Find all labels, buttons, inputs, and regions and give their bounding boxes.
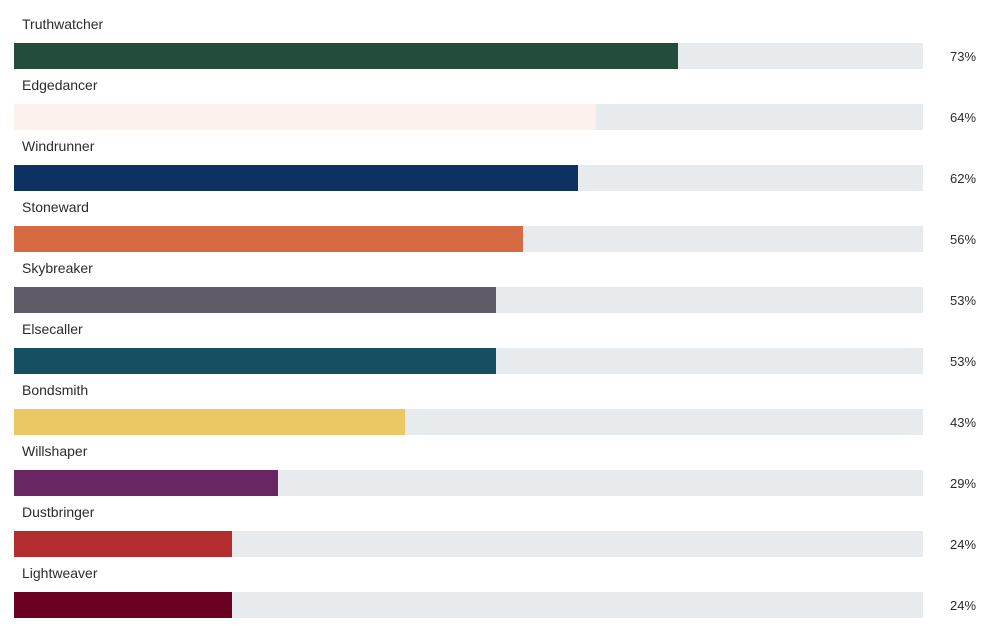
bar-fill [14,531,233,557]
bar-row: Truthwatcher 73% [0,9,1000,70]
bar-track [14,43,923,69]
bar-fill [14,348,496,374]
bar-fill [14,165,578,191]
bar-track [14,531,923,557]
bar-fill [14,104,596,130]
bar-value-label: 64% [950,110,977,125]
bar-row: Dustbringer 24% [0,497,1000,558]
bar-track [14,165,923,191]
bar-row: Edgedancer 64% [0,70,1000,131]
bar-label: Edgedancer [22,77,98,93]
bar-value-label: 53% [950,354,977,369]
bar-fill [14,470,278,496]
bar-label: Truthwatcher [22,16,104,32]
bar-row: Stoneward 56% [0,192,1000,253]
bar-fill [14,592,233,618]
bar-value-label: 56% [950,232,977,247]
bar-value-label: 29% [950,476,977,491]
bar-fill [14,43,678,69]
bar-row: Windrunner 62% [0,131,1000,192]
bar-track [14,409,923,435]
bar-label: Bondsmith [22,382,89,398]
bar-label: Dustbringer [22,504,95,520]
bar-value-label: 62% [950,171,977,186]
bar-track [14,348,923,374]
bar-row: Bondsmith 43% [0,375,1000,436]
bar-fill [14,409,405,435]
bar-row: Lightweaver 24% [0,558,1000,619]
bar-fill [14,226,524,252]
bar-track [14,104,923,130]
bar-label: Lightweaver [22,565,98,581]
bar-value-label: 24% [950,537,977,552]
bar-track [14,470,923,496]
bar-value-label: 53% [950,293,977,308]
bar-track [14,226,923,252]
bar-label: Windrunner [22,138,95,154]
bar-track [14,287,923,313]
bar-row: Skybreaker 53% [0,253,1000,314]
bar-row: Willshaper 29% [0,436,1000,497]
bar-value-label: 24% [950,598,977,613]
bar-track [14,592,923,618]
bar-fill [14,287,496,313]
bar-label: Elsecaller [22,321,83,337]
bar-label: Stoneward [22,199,89,215]
bar-label: Skybreaker [22,260,93,276]
bar-row: Elsecaller 53% [0,314,1000,375]
bar-value-label: 73% [950,49,977,64]
bar-label: Willshaper [22,443,88,459]
bar-value-label: 43% [950,415,977,430]
